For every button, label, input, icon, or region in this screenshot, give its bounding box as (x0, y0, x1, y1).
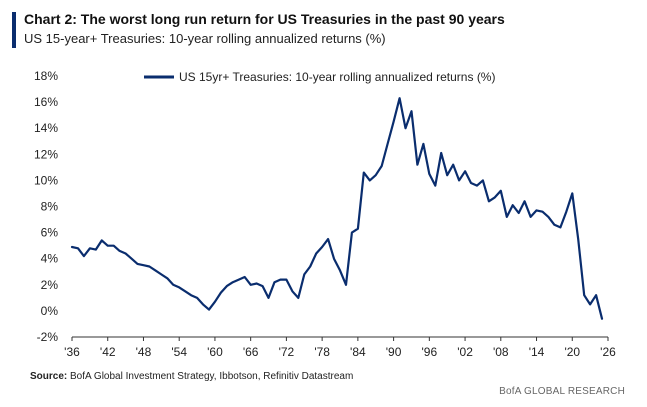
chart-subtitle: US 15-year+ Treasuries: 10-year rolling … (24, 31, 386, 46)
x-tick-label: '84 (350, 345, 366, 359)
y-tick-label: 0% (41, 304, 59, 318)
y-tick-label: 16% (34, 95, 58, 109)
legend: US 15yr+ Treasuries: 10-year rolling ann… (144, 70, 495, 84)
x-tick-label: '02 (457, 345, 473, 359)
y-tick-label: 14% (34, 121, 58, 135)
y-tick-label: 8% (41, 200, 59, 214)
x-tick-label: '72 (279, 345, 295, 359)
y-tick-label: 12% (34, 147, 58, 161)
y-tick-label: 6% (41, 226, 59, 240)
legend-label: US 15yr+ Treasuries: 10-year rolling ann… (179, 70, 495, 84)
y-tick-label: 18% (34, 69, 58, 83)
series-line (70, 97, 604, 320)
x-tick-label: '26 (600, 345, 616, 359)
x-tick-label: '96 (422, 345, 438, 359)
chart-title: Chart 2: The worst long run return for U… (24, 11, 505, 27)
y-tick-label: 4% (41, 252, 59, 266)
x-tick-label: '20 (564, 345, 580, 359)
x-tick-label: '66 (243, 345, 259, 359)
x-axis: '36 '42 '48 '54 '60 '66 '72 '78 '84 '90 '96 '02 '08 '… (64, 336, 616, 359)
title-accent-bar (12, 12, 16, 48)
x-tick-label: '48 (136, 345, 152, 359)
source-label: Source: (30, 371, 68, 382)
source-note: Source: BofA Global Investment Strategy,… (30, 371, 353, 382)
x-tick-label: '78 (314, 345, 330, 359)
x-tick-label: '90 (386, 345, 402, 359)
x-tick-label: '42 (100, 345, 116, 359)
footer-brand: BofA GLOBAL RESEARCH (499, 386, 625, 397)
y-axis-labels: -2% 0% 2% 4% 6% 8% 10% 12% 14% 16% 18% (34, 69, 58, 344)
y-tick-label: 2% (41, 278, 59, 292)
source-text: BofA Global Investment Strategy, Ibbotso… (70, 371, 354, 382)
x-tick-label: '14 (529, 345, 545, 359)
y-tick-label: -2% (37, 330, 59, 344)
x-tick-label: '08 (493, 345, 509, 359)
x-tick-label: '36 (64, 345, 80, 359)
series-layer (70, 97, 604, 320)
y-tick-label: 10% (34, 173, 58, 187)
x-tick-label: '60 (207, 345, 223, 359)
x-tick-label: '54 (171, 345, 187, 359)
